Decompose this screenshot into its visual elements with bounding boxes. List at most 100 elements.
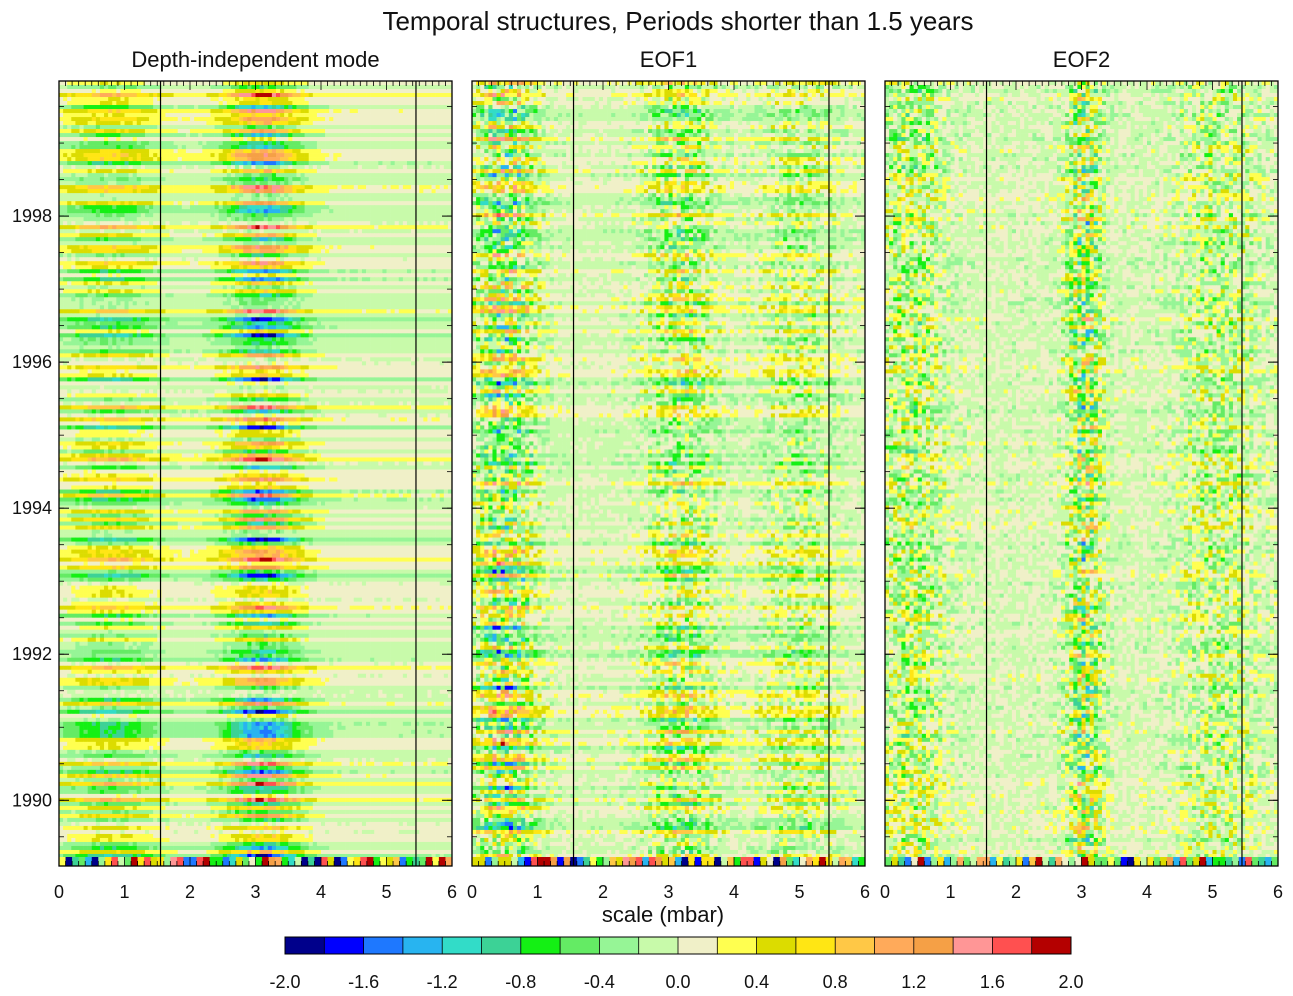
heatmap-cell [59, 277, 63, 281]
heatmap-cell [395, 177, 399, 181]
heatmap-cell [161, 173, 165, 177]
heatmap-cell [391, 201, 395, 205]
heatmap-cell [125, 181, 129, 185]
heatmap-cell [153, 133, 157, 137]
heatmap-cell [309, 145, 313, 149]
heatmap-cell [84, 269, 88, 273]
heatmap-cell [215, 221, 219, 225]
heatmap-cell [284, 137, 288, 141]
heatmap-cell [309, 113, 313, 117]
heatmap-cell [125, 89, 129, 93]
heatmap-cell [129, 245, 133, 249]
heatmap-cell [411, 157, 415, 161]
heatmap-cell [444, 209, 448, 213]
heatmap-cell [251, 205, 255, 209]
heatmap-cell [440, 117, 444, 121]
heatmap-cell [341, 205, 345, 209]
heatmap-cell [59, 281, 63, 285]
heatmap-cell [231, 285, 235, 289]
heatmap-cell [288, 205, 292, 209]
heatmap-cell [84, 233, 88, 237]
heatmap-cell [120, 237, 124, 241]
heatmap-cell [329, 145, 333, 149]
heatmap-cell [264, 101, 268, 105]
heatmap-cell [84, 189, 88, 193]
heatmap-cell [178, 105, 182, 109]
heatmap-cell [419, 193, 423, 197]
heatmap-cell [329, 197, 333, 201]
heatmap-cell [354, 97, 358, 101]
heatmap-cell [325, 241, 329, 245]
heatmap-cell [88, 93, 92, 97]
heatmap-cell [137, 145, 141, 149]
heatmap-cell [346, 285, 350, 289]
heatmap-cell [239, 97, 243, 101]
heatmap-cell [170, 105, 174, 109]
heatmap-cell [67, 145, 71, 149]
heatmap-cell [210, 285, 214, 289]
heatmap-cell [67, 261, 71, 265]
heatmap-cell [219, 237, 223, 241]
heatmap-cell [268, 225, 272, 229]
heatmap-cell [317, 193, 321, 197]
heatmap-cell [141, 133, 145, 137]
heatmap-cell [301, 201, 305, 205]
heatmap-cell [194, 141, 198, 145]
heatmap-cell [391, 245, 395, 249]
heatmap-cell [141, 281, 145, 285]
heatmap-cell [403, 89, 407, 93]
heatmap-cell [243, 249, 247, 253]
heatmap-cell [305, 209, 309, 213]
heatmap-cell [440, 181, 444, 185]
heatmap-cell [391, 145, 395, 149]
heatmap-cell [141, 225, 145, 229]
heatmap-cell [325, 185, 329, 189]
heatmap-cell [153, 145, 157, 149]
heatmap-cell [399, 161, 403, 165]
heatmap-cell [374, 209, 378, 213]
heatmap-cell [145, 253, 149, 257]
heatmap-cell [407, 213, 411, 217]
heatmap-cell [215, 209, 219, 213]
heatmap-cell [305, 193, 309, 197]
heatmap-cell [243, 189, 247, 193]
heatmap-cell [354, 201, 358, 205]
heatmap-cell [120, 273, 124, 277]
heatmap-cell [190, 109, 194, 113]
heatmap-cell [100, 141, 104, 145]
heatmap-cell [256, 197, 260, 201]
heatmap-cell [120, 113, 124, 117]
heatmap-cell [88, 137, 92, 141]
heatmap-cell [333, 109, 337, 113]
heatmap-cell [407, 233, 411, 237]
heatmap-cell [182, 245, 186, 249]
heatmap-cell [149, 181, 153, 185]
heatmap-cell [100, 117, 104, 121]
heatmap-cell [292, 181, 296, 185]
heatmap-cell [141, 149, 145, 153]
heatmap-cell [427, 197, 431, 201]
heatmap-cell [309, 149, 313, 153]
heatmap-cell [423, 233, 427, 237]
heatmap-cell [436, 93, 440, 97]
heatmap-cell [440, 97, 444, 101]
heatmap-cell [362, 133, 366, 137]
heatmap-cell [337, 173, 341, 177]
heatmap-cell [280, 245, 284, 249]
heatmap-cell [251, 161, 255, 165]
heatmap-cell [75, 205, 79, 209]
heatmap-cell [387, 141, 391, 145]
heatmap-cell [268, 237, 272, 241]
heatmap-cell [223, 213, 227, 217]
heatmap-cell [84, 145, 88, 149]
heatmap-cell [325, 169, 329, 173]
heatmap-cell [116, 277, 120, 281]
heatmap-cell [170, 185, 174, 189]
heatmap-cell [170, 249, 174, 253]
heatmap-cell [387, 89, 391, 93]
heatmap-cell [411, 261, 415, 265]
heatmap-cell [313, 229, 317, 233]
heatmap-cell [341, 209, 345, 213]
heatmap-cell [370, 137, 374, 141]
heatmap-cell [288, 137, 292, 141]
